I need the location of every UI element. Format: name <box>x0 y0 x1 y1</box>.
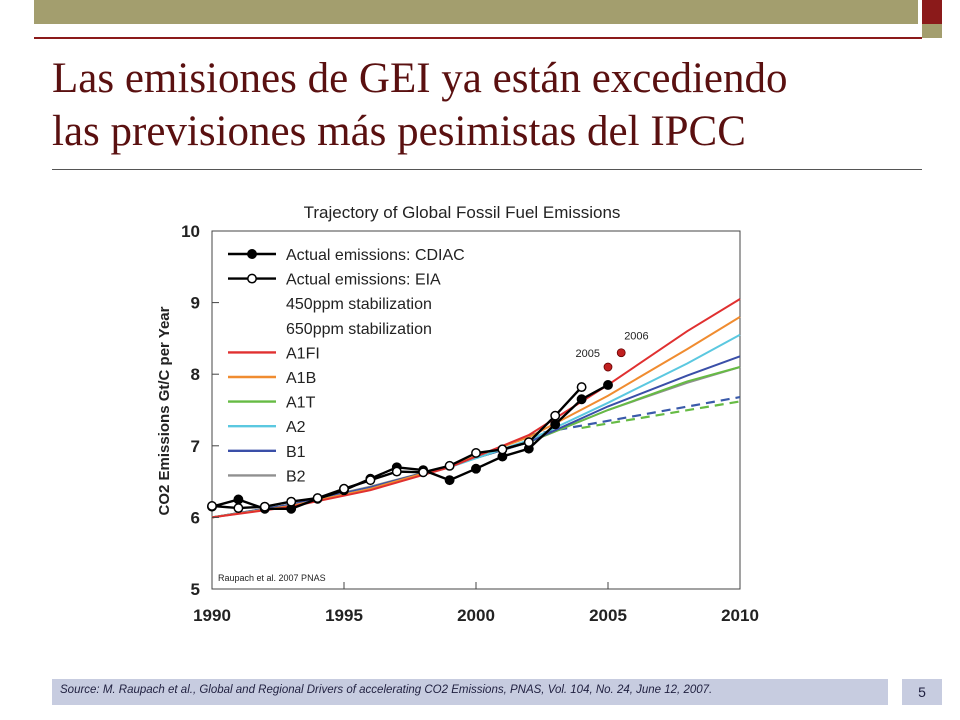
data-point-actual-emissions-eia <box>286 496 297 507</box>
data-point-actual-emissions-eia <box>444 460 455 471</box>
legend-label-actual-emissions-cdiac: Actual emissions: CDIAC <box>286 247 465 264</box>
y-tick-label: 8 <box>191 365 200 384</box>
data-point-actual-emissions-cdiac <box>603 379 613 390</box>
source-footer: Source: M. Raupach et al., Global and Re… <box>52 679 888 705</box>
chart-background <box>120 196 770 636</box>
x-tick-label: 2000 <box>457 606 495 625</box>
legend-label-actual-emissions-eia: Actual emissions: EIA <box>286 272 441 289</box>
data-point-actual-emissions-eia <box>497 444 508 455</box>
data-point-actual-emissions-eia <box>418 467 429 478</box>
x-tick-label: 2010 <box>721 606 759 625</box>
y-tick-label: 10 <box>181 222 200 241</box>
annotation-point-2005 <box>603 362 613 372</box>
emissions-chart: Trajectory of Global Fossil Fuel Emissio… <box>120 196 770 636</box>
data-point-actual-emissions-cdiac <box>233 494 244 505</box>
chart-title: Trajectory of Global Fossil Fuel Emissio… <box>304 203 621 222</box>
legend-label-b1: B1 <box>286 444 306 461</box>
source-citation: Source: M. Raupach et al., Global and Re… <box>60 684 713 696</box>
data-point-actual-emissions-cdiac <box>576 394 587 405</box>
chart-credit: Raupach et al. 2007 PNAS <box>218 573 326 583</box>
slide-title: Las emisiones de GEI ya están excediendo… <box>52 52 912 158</box>
legend-label-450ppm-stabilization: 450ppm stabilization <box>286 296 432 313</box>
legend-label-b2: B2 <box>286 468 306 485</box>
legend-label-a2: A2 <box>286 419 306 436</box>
legend-marker-actual-emissions-eia <box>247 273 257 284</box>
top-accent-square-lower <box>922 24 942 38</box>
top-accent-square <box>922 0 942 24</box>
title-divider <box>52 169 922 170</box>
data-point-actual-emissions-eia <box>312 493 323 504</box>
legend-label-a1b: A1B <box>286 370 316 387</box>
y-axis-label: CO2 Emissions Gt/C per Year <box>156 306 173 515</box>
annotation-label-2005: 2005 <box>576 348 600 360</box>
data-point-actual-emissions-cdiac <box>444 475 455 486</box>
y-tick-label: 6 <box>191 508 200 527</box>
data-point-actual-emissions-eia <box>391 466 402 477</box>
legend-label-a1t: A1T <box>286 395 316 412</box>
data-point-actual-emissions-eia <box>550 410 561 421</box>
y-tick-label: 5 <box>191 580 200 599</box>
top-accent-bar <box>34 0 918 24</box>
data-point-actual-emissions-eia <box>233 503 244 514</box>
top-accent-line <box>34 37 922 39</box>
data-point-actual-emissions-eia <box>523 437 534 448</box>
data-point-actual-emissions-eia <box>207 500 217 511</box>
slide-title-line-1: Las emisiones de GEI ya están excediendo <box>52 55 788 102</box>
x-tick-label: 1990 <box>193 606 231 625</box>
y-tick-label: 7 <box>191 437 200 456</box>
data-point-actual-emissions-eia <box>259 501 270 512</box>
data-point-actual-emissions-eia <box>339 483 349 494</box>
annotation-label-2006: 2006 <box>624 331 648 343</box>
data-point-actual-emissions-eia <box>365 475 376 486</box>
x-tick-label: 1995 <box>325 606 363 625</box>
data-point-actual-emissions-cdiac <box>550 419 561 430</box>
data-point-actual-emissions-eia <box>471 448 481 458</box>
x-tick-label: 2005 <box>589 606 627 625</box>
series-line-650ppm-stabilization <box>581 400 741 429</box>
series-line-actual-emissions-cdiac <box>211 383 609 510</box>
y-tick-label: 9 <box>191 294 200 313</box>
slide-title-line-2: las previsiones más pesimistas del IPCC <box>52 108 746 155</box>
page-number: 5 <box>902 679 942 705</box>
data-point-actual-emissions-eia <box>576 382 587 393</box>
legend-label-a1fi: A1FI <box>286 345 320 362</box>
annotation-point-2006 <box>616 348 626 358</box>
data-point-actual-emissions-cdiac <box>471 463 481 474</box>
legend-label-650ppm-stabilization: 650ppm stabilization <box>286 321 432 338</box>
legend-marker-actual-emissions-cdiac <box>247 249 257 259</box>
